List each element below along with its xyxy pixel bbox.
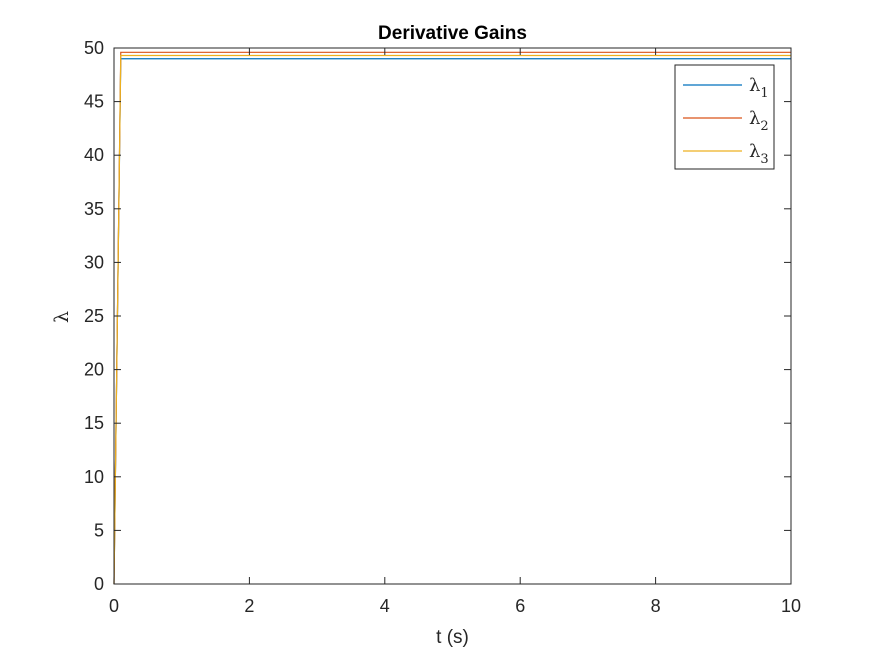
legend-label-3: λ3 bbox=[749, 141, 769, 167]
y-tick-label: 40 bbox=[84, 145, 104, 165]
y-tick-label: 0 bbox=[94, 574, 104, 594]
chart-title: Derivative Gains bbox=[378, 23, 527, 44]
y-tick-label: 15 bbox=[84, 413, 104, 433]
y-tick-label: 30 bbox=[84, 252, 104, 272]
y-tick-label: 5 bbox=[94, 520, 104, 540]
y-tick-label: 35 bbox=[84, 199, 104, 219]
series-line-3 bbox=[113, 54, 791, 585]
x-tick-label: 10 bbox=[781, 596, 801, 616]
y-axis-label: λ bbox=[51, 311, 73, 323]
y-tick-label: 45 bbox=[84, 92, 104, 112]
y-tick-label: 25 bbox=[84, 306, 104, 326]
legend-label-2: λ2 bbox=[749, 108, 769, 134]
y-tick-label: 50 bbox=[84, 38, 104, 58]
x-tick-label: 0 bbox=[109, 596, 119, 616]
legend-box bbox=[674, 64, 775, 170]
y-tick-label: 20 bbox=[84, 360, 104, 380]
x-axis-label: t (s) bbox=[436, 627, 469, 648]
x-tick-label: 4 bbox=[380, 596, 390, 616]
x-tick-label: 2 bbox=[244, 596, 254, 616]
x-tick-label: 6 bbox=[515, 596, 525, 616]
x-tick-label: 8 bbox=[651, 596, 661, 616]
y-tick-label: 10 bbox=[84, 467, 104, 487]
legend-label-1: λ1 bbox=[749, 75, 769, 101]
